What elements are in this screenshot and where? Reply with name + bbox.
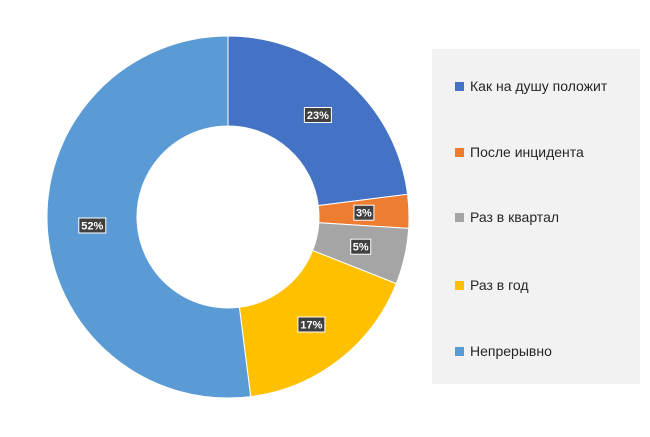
donut-slices: [46, 35, 410, 399]
data-label-bg-4: [78, 217, 107, 234]
legend-swatch-0: [455, 81, 464, 91]
data-label-bg-1: [353, 204, 375, 221]
data-label-bg-3: [297, 316, 326, 333]
legend-item-3: Раз в год: [455, 276, 529, 294]
data-label-0: 23%: [307, 110, 329, 122]
legend-item-0: Как на душу положит: [455, 77, 607, 95]
legend-swatch-1: [455, 147, 464, 157]
legend: Как на душу положит После инцидента Раз …: [432, 49, 640, 384]
data-label-4: 52%: [81, 221, 103, 233]
legend-item-2: Раз в квартал: [455, 208, 559, 226]
legend-item-1: После инцидента: [455, 143, 584, 161]
legend-label-2: Раз в квартал: [470, 209, 560, 225]
legend-swatch-2: [455, 212, 464, 222]
data-label-bg-2: [350, 238, 372, 255]
legend-item-4: Непрерывно: [455, 342, 552, 360]
donut-slice-4: [46, 35, 252, 399]
legend-swatch-4: [455, 346, 464, 356]
legend-swatch-3: [455, 280, 464, 290]
legend-label-0: Как на душу положит: [470, 78, 608, 94]
data-label-1: 3%: [356, 208, 372, 220]
data-label-3: 17%: [300, 320, 322, 332]
legend-label-3: Раз в год: [470, 277, 529, 293]
legend-label-4: Непрерывно: [470, 343, 552, 359]
donut-data-labels: 23% 3% 5% 17% 52%: [78, 107, 375, 333]
data-label-2: 5%: [353, 242, 369, 254]
data-label-bg-0: [303, 107, 332, 123]
legend-label-1: После инцидента: [470, 144, 584, 160]
